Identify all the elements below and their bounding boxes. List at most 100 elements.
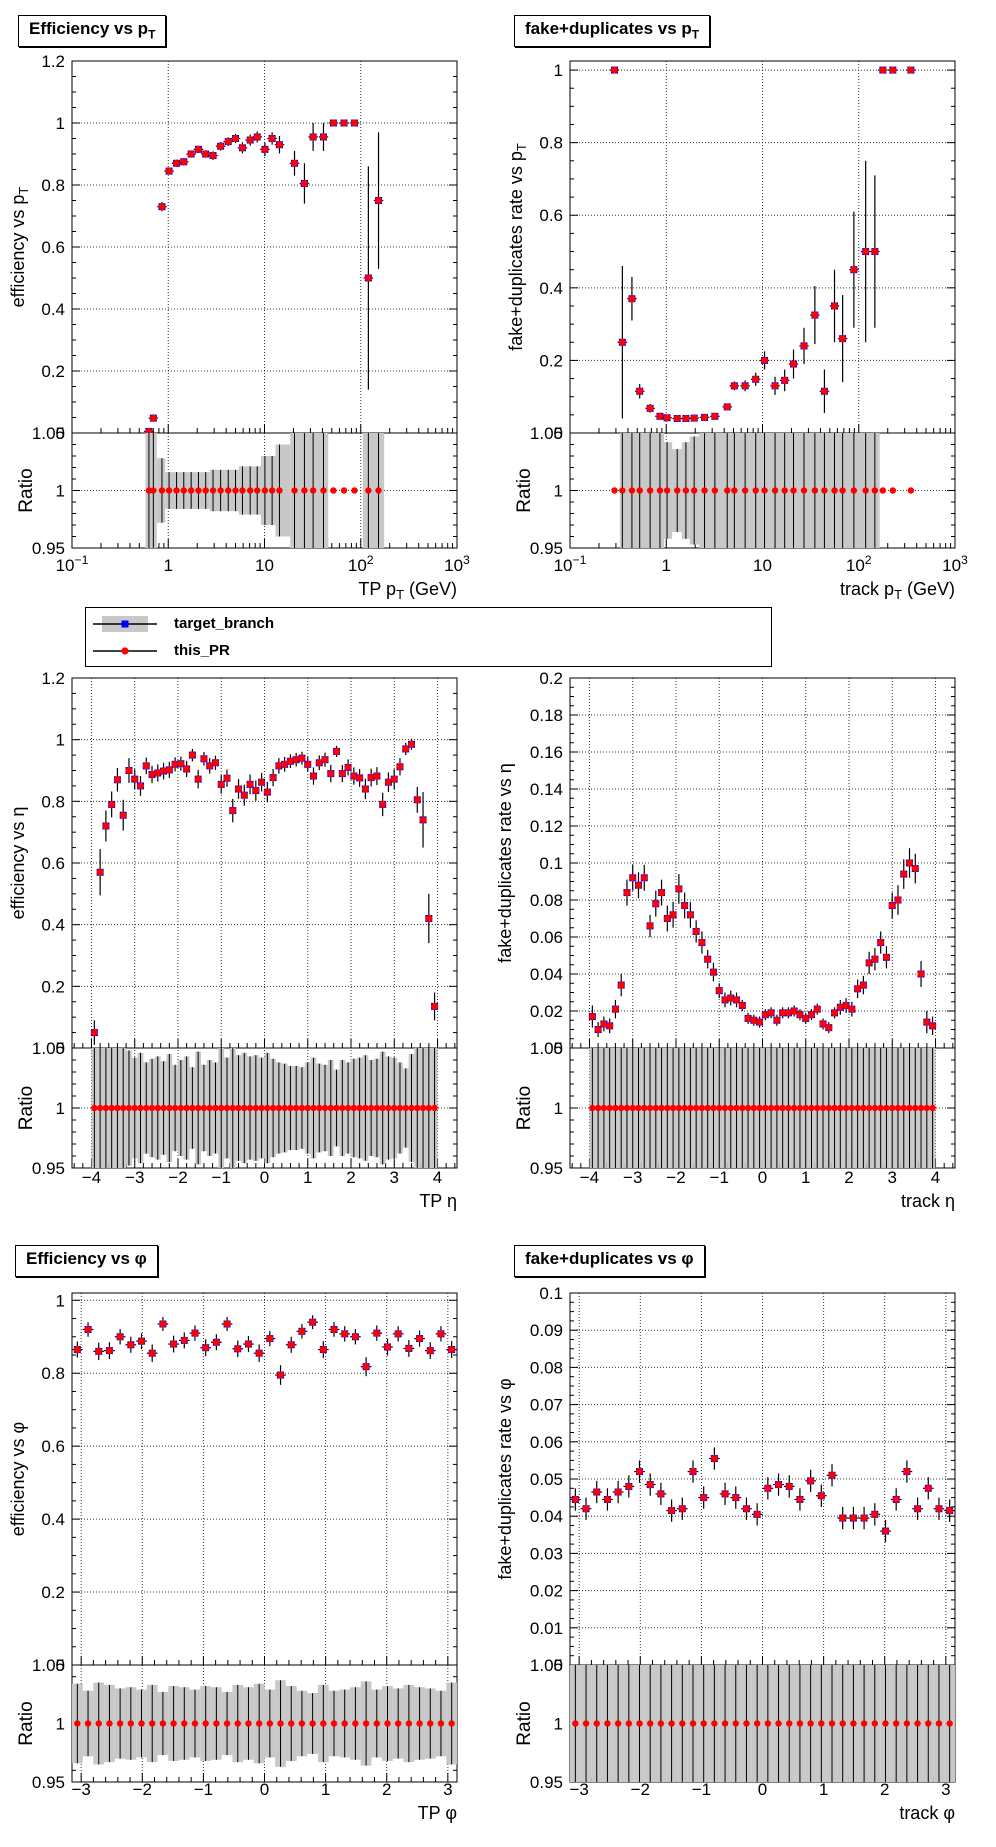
svg-text:0.6: 0.6	[41, 238, 65, 257]
svg-text:−3: −3	[125, 1168, 144, 1187]
chart-title-efficiency-vs-phi: Efficiency vs φ	[15, 1245, 158, 1278]
svg-text:−1: −1	[710, 1168, 729, 1187]
svg-text:0.07: 0.07	[530, 1396, 563, 1415]
svg-text:0: 0	[758, 1780, 767, 1799]
svg-text:efficiency vs η: efficiency vs η	[8, 807, 28, 920]
svg-text:Ratio: Ratio	[16, 1701, 37, 1745]
svg-text:1: 1	[801, 1168, 810, 1187]
svg-text:0.95: 0.95	[32, 539, 65, 558]
svg-text:0.02: 0.02	[530, 1582, 563, 1601]
svg-text:0: 0	[758, 1168, 767, 1187]
panel-efficiency-vs-phi: 0 0.2 0.4 0.6 0.8 1 0.95 1 1.05 −3 −2 −1 0 1 2 3 TP φ eff…	[0, 1240, 498, 1847]
svg-text:0.2: 0.2	[41, 362, 65, 381]
svg-text:1: 1	[56, 731, 65, 750]
svg-text:0.2: 0.2	[41, 1583, 65, 1602]
svg-text:10−1: 10−1	[56, 553, 89, 575]
svg-text:0.2: 0.2	[539, 669, 563, 688]
svg-text:0.02: 0.02	[530, 1002, 563, 1021]
svg-text:0: 0	[554, 1039, 563, 1058]
svg-text:−4: −4	[82, 1168, 101, 1187]
this-pr-circle-icon	[121, 646, 129, 655]
chart-title-text: fake+duplicates vs φ	[525, 1249, 694, 1268]
svg-text:0.95: 0.95	[32, 1773, 65, 1792]
svg-text:−2: −2	[666, 1168, 685, 1187]
svg-text:3: 3	[390, 1168, 399, 1187]
panel-efficiency-vs-pt: 0 0.2 0.4 0.6 0.8 1 1.2 0.95 1 1.05 10−1 1 10 102 103 T…	[0, 0, 498, 610]
svg-text:0.6: 0.6	[41, 1437, 65, 1456]
svg-text:track φ: track φ	[899, 1803, 955, 1823]
svg-text:1: 1	[819, 1780, 828, 1799]
target-branch-square-icon	[121, 620, 129, 627]
svg-text:102: 102	[846, 553, 872, 575]
svg-text:0: 0	[554, 424, 563, 443]
svg-text:1: 1	[56, 1099, 65, 1118]
svg-text:0.6: 0.6	[41, 854, 65, 873]
svg-text:0.95: 0.95	[530, 1773, 563, 1792]
svg-text:0: 0	[260, 1168, 269, 1187]
svg-text:fake+duplicates rate vs φ: fake+duplicates rate vs φ	[498, 1378, 515, 1579]
svg-text:Ratio: Ratio	[16, 1086, 37, 1130]
svg-text:1.05: 1.05	[530, 1656, 563, 1675]
chart-title-subscript: T	[691, 27, 700, 42]
svg-text:1.05: 1.05	[32, 1656, 65, 1675]
svg-text:0.4: 0.4	[539, 279, 563, 298]
svg-text:track pT (GeV): track pT (GeV)	[840, 579, 955, 602]
svg-text:TP φ: TP φ	[418, 1803, 457, 1823]
svg-text:1.05: 1.05	[530, 424, 563, 443]
svg-text:1: 1	[554, 61, 563, 80]
svg-text:Ratio: Ratio	[514, 1701, 535, 1745]
svg-text:0.8: 0.8	[41, 176, 65, 195]
svg-text:TP pT (GeV): TP pT (GeV)	[358, 579, 457, 602]
svg-text:0.8: 0.8	[41, 1364, 65, 1383]
svg-text:2: 2	[346, 1168, 355, 1187]
svg-text:0.14: 0.14	[530, 780, 563, 799]
svg-text:0: 0	[260, 1780, 269, 1799]
svg-text:track η: track η	[901, 1191, 955, 1211]
svg-text:−2: −2	[133, 1780, 152, 1799]
legend-label-this-pr: this_PR	[174, 642, 230, 659]
svg-text:4: 4	[433, 1168, 442, 1187]
legend-label-target-branch: target_branch	[174, 615, 275, 632]
svg-text:Ratio: Ratio	[514, 1086, 535, 1130]
svg-text:0.4: 0.4	[41, 1510, 65, 1529]
svg-text:0.05: 0.05	[530, 1470, 563, 1489]
svg-text:0.16: 0.16	[530, 743, 563, 762]
chart-title-fake-duplicates-vs-phi: fake+duplicates vs φ	[514, 1245, 705, 1278]
svg-text:0.18: 0.18	[530, 706, 563, 725]
panel-fake-duplicates-vs-eta: 0 0.02 0.04 0.06 0.08 0.1 0.12 0.14 0.16 0.18 0.2 0…	[495, 660, 996, 1238]
svg-text:−2: −2	[631, 1780, 650, 1799]
svg-text:2: 2	[844, 1168, 853, 1187]
svg-text:0.8: 0.8	[539, 134, 563, 153]
svg-text:1.2: 1.2	[41, 52, 65, 71]
svg-text:2: 2	[880, 1780, 889, 1799]
svg-text:TP η: TP η	[419, 1191, 457, 1211]
svg-text:Ratio: Ratio	[514, 468, 535, 512]
svg-text:0.95: 0.95	[530, 539, 563, 558]
svg-text:Ratio: Ratio	[16, 468, 37, 512]
svg-text:2: 2	[382, 1780, 391, 1799]
svg-text:0.03: 0.03	[530, 1544, 563, 1563]
svg-text:0.4: 0.4	[41, 916, 65, 935]
svg-text:0.2: 0.2	[41, 977, 65, 996]
svg-text:1: 1	[56, 482, 65, 501]
svg-text:1: 1	[56, 1715, 65, 1734]
svg-text:3: 3	[888, 1168, 897, 1187]
this-pr-marker-sample	[93, 646, 157, 655]
svg-text:102: 102	[348, 553, 374, 575]
panel-fake-duplicates-vs-pt: 0 0.2 0.4 0.6 0.8 1 0.95 1 1.05 10−1 1 10 102 103 trac…	[498, 0, 996, 610]
svg-text:1: 1	[321, 1780, 330, 1799]
svg-text:1: 1	[554, 482, 563, 501]
svg-text:1: 1	[164, 556, 173, 575]
svg-text:0.09: 0.09	[530, 1321, 563, 1340]
svg-text:1: 1	[554, 1099, 563, 1118]
svg-text:0.06: 0.06	[530, 1433, 563, 1452]
svg-text:0.95: 0.95	[530, 1159, 563, 1178]
svg-text:0.1: 0.1	[539, 854, 563, 873]
panel-fake-duplicates-vs-phi: 0 0.01 0.02 0.03 0.04 0.05 0.06 0.07 0.08 0.09 0.1…	[495, 1240, 996, 1847]
svg-text:0: 0	[554, 1656, 563, 1675]
svg-text:0.01: 0.01	[530, 1619, 563, 1638]
svg-text:103: 103	[942, 553, 968, 575]
svg-text:1: 1	[303, 1168, 312, 1187]
svg-text:−1: −1	[194, 1780, 213, 1799]
